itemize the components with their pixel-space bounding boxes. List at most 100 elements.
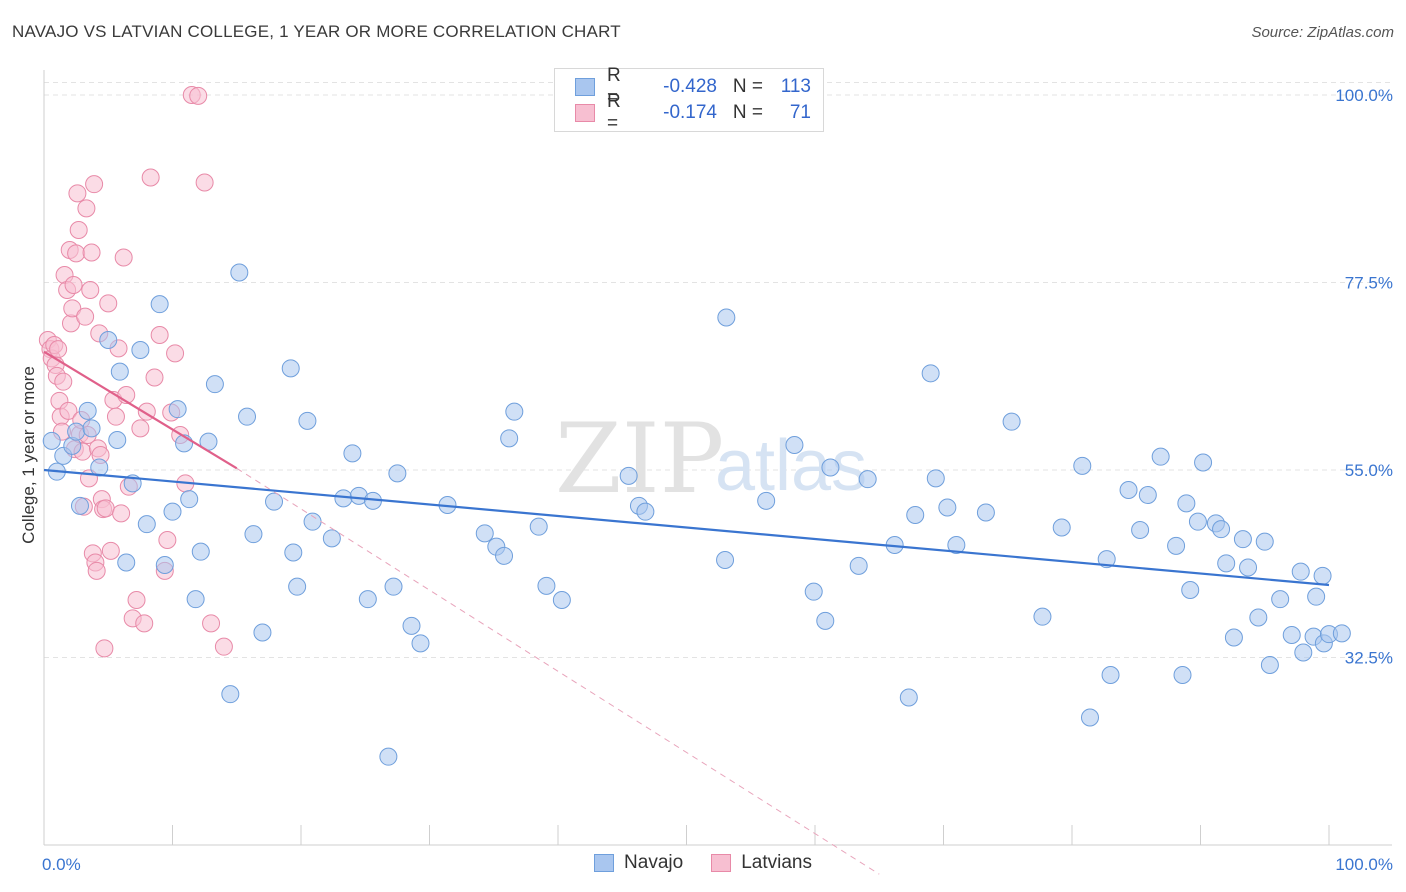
navajo-point bbox=[358, 590, 377, 609]
navajo-point bbox=[78, 401, 97, 420]
navajo-point bbox=[505, 402, 524, 421]
source-label: Source: ZipAtlas.com bbox=[1251, 24, 1394, 41]
watermark-zip: ZIP bbox=[555, 403, 724, 515]
latvians-point bbox=[106, 407, 125, 426]
navajo-point bbox=[816, 611, 835, 630]
latvians-point bbox=[99, 294, 118, 313]
navajo-point bbox=[1097, 550, 1116, 569]
navajo-point bbox=[1151, 447, 1170, 466]
latvians-point bbox=[141, 168, 160, 187]
legend-r-value: -0.174 bbox=[663, 102, 717, 123]
navajo-point bbox=[500, 429, 519, 448]
navajo-point bbox=[180, 490, 199, 509]
navajo-point bbox=[221, 685, 240, 704]
legend-item-navajo[interactable]: Navajo bbox=[594, 852, 683, 874]
y-tick-label: 55.0% bbox=[1345, 461, 1393, 480]
y-tick-label: 77.5% bbox=[1345, 274, 1393, 293]
navajo-point bbox=[1224, 628, 1243, 647]
latvians-point bbox=[69, 221, 88, 239]
navajo-point bbox=[230, 263, 249, 282]
latvians-point bbox=[189, 86, 208, 105]
navajo-point bbox=[1080, 708, 1099, 727]
navajo-point bbox=[131, 341, 150, 359]
latvians-point bbox=[82, 243, 101, 262]
latvians-point bbox=[49, 340, 68, 359]
legend-swatch-navajo bbox=[575, 78, 595, 96]
navajo-point bbox=[82, 419, 101, 438]
navajo-point bbox=[1233, 530, 1252, 549]
legend-label-navajo: Navajo bbox=[624, 852, 684, 873]
navajo-point bbox=[110, 362, 129, 381]
navajo-point bbox=[1052, 518, 1071, 537]
navajo-points bbox=[42, 263, 1351, 766]
navajo-point bbox=[70, 496, 89, 515]
latvians-point bbox=[85, 175, 104, 194]
latvians-point bbox=[54, 372, 73, 391]
navajo-point bbox=[150, 295, 169, 314]
navajo-point bbox=[1181, 581, 1200, 599]
legend-r-label: R = bbox=[607, 91, 621, 134]
latvians-point bbox=[202, 614, 221, 633]
navajo-point bbox=[137, 515, 156, 534]
grid-lines bbox=[44, 82, 1392, 658]
latvians-point bbox=[77, 199, 96, 218]
latvians-point bbox=[214, 637, 233, 656]
navajo-point bbox=[1294, 643, 1313, 662]
x-tick-label-max: 100.0% bbox=[1335, 855, 1393, 874]
legend-swatch-latvians bbox=[575, 104, 595, 122]
latvians-trend-line bbox=[43, 350, 238, 470]
navajo-point bbox=[785, 436, 804, 454]
navajo-point bbox=[322, 529, 341, 548]
legend-label-latvians: Latvians bbox=[741, 852, 812, 873]
latvians-point bbox=[135, 614, 154, 633]
latvians-point bbox=[150, 326, 169, 344]
navajo-point bbox=[1119, 481, 1138, 499]
navajo-point bbox=[495, 546, 514, 565]
stats-legend: R = -0.428 N = 113 R = -0.174 N = 71 bbox=[554, 65, 824, 134]
navajo-point bbox=[976, 503, 995, 522]
latvians-point bbox=[101, 541, 120, 560]
legend-r-value: -0.428 bbox=[663, 76, 717, 97]
chart-title: NAVAJO VS LATVIAN COLLEGE, 1 YEAR OR MOR… bbox=[12, 22, 621, 41]
navajo-point bbox=[757, 491, 776, 510]
navajo-point bbox=[108, 431, 127, 449]
navajo-point bbox=[67, 422, 86, 441]
navajo-point bbox=[1255, 532, 1274, 551]
navajo-point bbox=[1291, 562, 1310, 581]
navajo-point bbox=[529, 517, 548, 536]
legend-item-latvians[interactable]: Latvians bbox=[711, 852, 812, 874]
latvians-point bbox=[112, 504, 131, 523]
navajo-point bbox=[191, 542, 210, 561]
navajo-point bbox=[402, 616, 421, 635]
navajo-point bbox=[186, 590, 205, 609]
navajo-point bbox=[265, 492, 284, 511]
navajo-point bbox=[1282, 626, 1301, 644]
navajo-point bbox=[253, 623, 272, 642]
navajo-point bbox=[1194, 453, 1213, 472]
navajo-point bbox=[1249, 608, 1268, 627]
navajo-point bbox=[411, 634, 430, 653]
navajo-point bbox=[1073, 456, 1092, 475]
legend-n-label: N = bbox=[732, 76, 763, 97]
navajo-point bbox=[537, 576, 556, 595]
latvians-point bbox=[114, 248, 133, 267]
navajo-point bbox=[1131, 521, 1150, 539]
navajo-point bbox=[168, 400, 187, 419]
latvians-point bbox=[95, 639, 114, 658]
legend-row-latvians: R = -0.174 N = 71 bbox=[575, 91, 811, 134]
latvians-point bbox=[87, 561, 106, 580]
latvians-point bbox=[67, 244, 86, 263]
navajo-point bbox=[388, 464, 407, 483]
navajo-point bbox=[804, 582, 823, 601]
navajo-point bbox=[717, 308, 736, 327]
navajo-point bbox=[1217, 554, 1236, 573]
navajo-point bbox=[849, 556, 868, 575]
navajo-point bbox=[716, 551, 735, 569]
navajo-point bbox=[155, 556, 174, 574]
legend-row-navajo: R = -0.428 N = 113 bbox=[575, 65, 811, 108]
navajo-point bbox=[1033, 607, 1052, 626]
latvians-point bbox=[68, 184, 87, 203]
navajo-point bbox=[636, 502, 655, 521]
latvians-point bbox=[131, 419, 150, 438]
